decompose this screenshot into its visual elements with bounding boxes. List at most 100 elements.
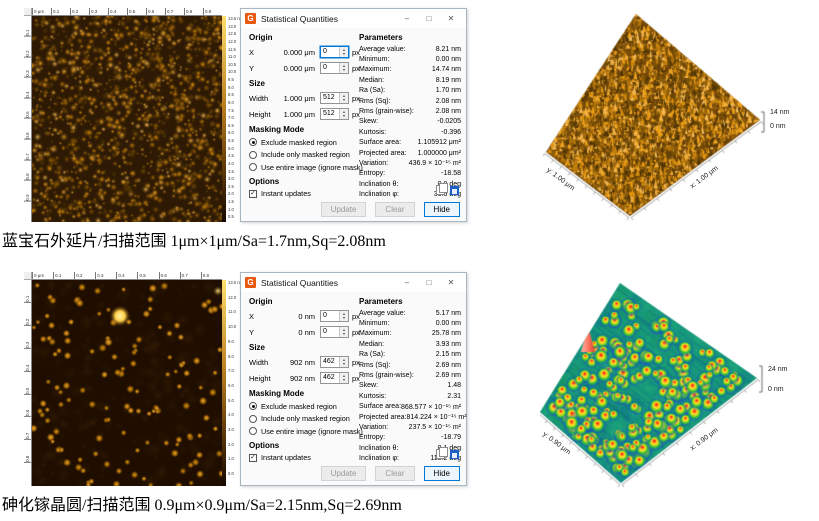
masking-radio-option[interactable]: Use entire image (ignore mask) [249,425,363,438]
radio-icon[interactable] [249,150,257,159]
pixel-spinbox[interactable]: 0 ▲ ▼ [320,310,349,322]
dialog-button[interactable]: Update [320,466,367,481]
radio-icon[interactable] [249,138,257,147]
ruler-label: 0.5 [127,8,146,15]
copy-icon[interactable] [436,183,448,195]
parameter-label: Inclination φ: [359,455,399,463]
scale-label: 11.0 [228,54,236,60]
parameter-value: -0.0205 [437,118,461,126]
parameter-label: Rms (Sq): [359,97,391,105]
parameter-label: Average value: [359,309,406,317]
option-checkbox-row[interactable]: Instant updates [249,452,361,465]
result-action-icons [436,447,459,459]
dialog-button[interactable]: Hide [423,202,460,217]
parameter-row: Kurtosis: 2.31 [359,391,461,401]
spinbox-value[interactable]: 512 [323,94,335,101]
parameter-value: 5.17 nm [435,309,461,317]
radio-icon[interactable] [249,414,257,423]
scale-label: 2.0 [228,191,234,197]
parameter-value: 14.74 nm [431,66,461,74]
spinner-arrows-icon[interactable]: ▲ ▼ [339,311,348,321]
spinbox-value[interactable]: 462 [323,374,335,381]
close-icon[interactable]: ✕ [447,14,455,23]
parameter-value: 1.105912 μm² [417,139,461,147]
ruler-label: 0.6 [24,394,31,418]
parameter-row: Projected area: 814.224 × 10⁻¹⁵ m² [359,412,467,422]
spinbox-value[interactable]: 512 [323,110,335,117]
radio-icon[interactable] [249,402,257,411]
parameter-row: Projected area: 1.000000 μm² [359,148,461,158]
parameter-row: Kurtosis: -0.396 [359,127,461,137]
scale-label: 8.0 [228,99,234,105]
maximize-icon[interactable]: □ [426,14,432,23]
window-title: Statistical Quantities [261,13,339,24]
scale-label: 4.0 [228,160,234,166]
spinner-arrows-icon[interactable]: ▲ ▼ [339,373,348,383]
afm-topography-image-2[interactable] [32,280,222,486]
parameter-label: Inclination θ: [359,180,399,188]
field-value: 902 nm [289,357,315,367]
surface-3d-canvas-2[interactable] [540,280,819,490]
pixel-spinbox[interactable]: 0 ▲ ▼ [320,62,349,74]
spinner-arrows-icon[interactable]: ▲ ▼ [339,109,348,119]
maximize-icon[interactable]: □ [426,278,432,287]
radio-icon[interactable] [249,163,257,172]
radio-icon[interactable] [249,427,257,436]
dialog-button[interactable]: Clear [375,466,415,481]
spinbox-value[interactable]: 462 [323,358,335,365]
copy-icon[interactable] [436,447,448,459]
pixel-spinbox[interactable]: 512 ▲ ▼ [320,92,349,104]
checkbox-icon[interactable] [249,453,257,462]
pixel-spinbox[interactable]: 462 ▲ ▼ [320,372,349,384]
spinbox-value[interactable]: 0 [323,48,327,55]
checkbox-icon[interactable] [249,189,257,198]
titlebar[interactable]: G Statistical Quantities – □ ✕ [241,273,466,292]
save-icon[interactable] [450,449,459,459]
parameter-value: 36.5 deg [433,191,461,199]
masking-radio-option[interactable]: Include only masked region [249,413,361,426]
parameter-label: Kurtosis: [359,392,387,400]
parameter-label: Inclination θ: [359,444,399,452]
masking-radio-option[interactable]: Exclude masked region [249,400,361,413]
dialog-button[interactable]: Update [320,202,367,217]
minimize-icon[interactable]: – [404,278,410,287]
px-unit-label: px [352,311,360,321]
ruler-label: 0.7 [165,8,184,15]
parameter-label: Surface area: [359,139,402,147]
masking-radio-option[interactable]: Exclude masked region [249,136,361,149]
save-icon[interactable] [450,185,459,195]
scale-label: 9.0 [228,84,234,90]
pixel-spinbox[interactable]: 0 ▲ ▼ [320,326,349,338]
spinner-arrows-icon[interactable]: ▲ ▼ [339,47,348,57]
parameter-label: Entropy: [359,170,386,178]
option-checkbox-row[interactable]: Instant updates [249,188,361,201]
parameter-label: Minimum: [359,56,390,64]
field-value: 1.000 μm [283,109,315,119]
spinbox-value[interactable]: 0 [323,64,327,71]
px-unit-label: px [352,63,360,73]
spinner-arrows-icon[interactable]: ▲ ▼ [339,63,348,73]
dialog-button[interactable]: Hide [423,466,460,481]
masking-radio-option[interactable]: Include only masked region [249,149,361,162]
afm-topography-image-1[interactable] [32,16,222,222]
surface-3d-view-2: y: 0.90 μm x: 0.90 μm 24 nm 0 nm [540,280,819,490]
titlebar[interactable]: G Statistical Quantities – □ ✕ [241,9,466,28]
spinner-arrows-icon[interactable]: ▲ ▼ [339,327,348,337]
close-icon[interactable]: ✕ [447,278,455,287]
options-header: Options [249,176,280,186]
surface-3d-canvas-1[interactable] [540,10,819,222]
parameter-value: 2.31 [447,392,461,400]
dialog-button[interactable]: Clear [375,202,415,217]
spinner-arrows-icon[interactable]: ▲ ▼ [339,93,348,103]
pixel-spinbox[interactable]: 462 ▲ ▼ [320,356,349,368]
parameter-row: Rms (grain-wise): 2.69 nm [359,370,461,380]
pixel-spinbox[interactable]: 512 ▲ ▼ [320,108,349,120]
spinbox-value[interactable]: 0 [323,328,327,335]
masking-radio-option[interactable]: Use entire image (ignore mask) [249,161,363,174]
pixel-spinbox[interactable]: 0 ▲ ▼ [320,46,349,58]
minimize-icon[interactable]: – [404,14,410,23]
origin-fields: X 0.000 μm 0 ▲ ▼ px Y 0.000 μm 0 ▲ ▼ [249,44,361,76]
spinner-arrows-icon[interactable]: ▲ ▼ [339,357,348,367]
parameters-header: Parameters [359,33,403,42]
spinbox-value[interactable]: 0 [323,312,327,319]
